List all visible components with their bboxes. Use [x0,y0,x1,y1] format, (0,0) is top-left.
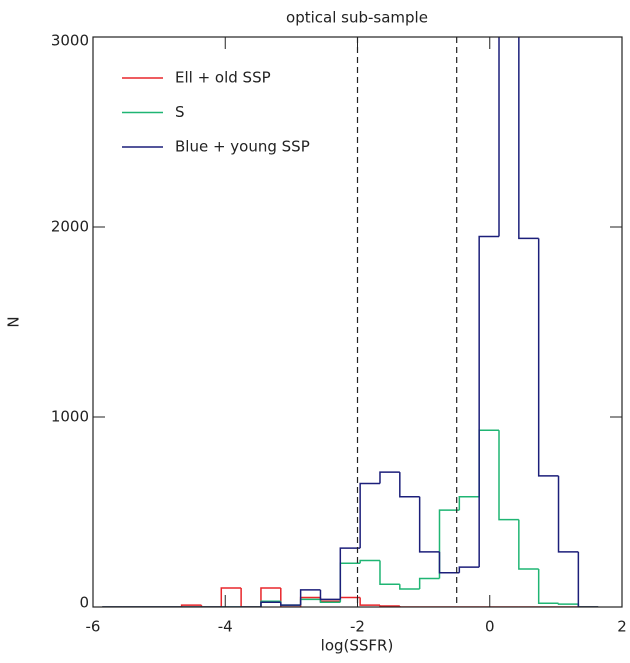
histogram-step [220,587,242,607]
x-tick-label: 0 [485,618,495,636]
y-tick-label: 2000 [51,218,89,236]
x-axis-label: log(SSFR) [321,637,394,655]
x-tick-label: -6 [86,618,101,636]
histogram-step [458,496,480,511]
y-axis-label: N [5,316,23,327]
histogram-step [379,560,400,585]
x-tick-label: -2 [350,618,365,636]
histogram-step [379,471,400,484]
histogram-step [200,605,222,607]
histogram-step [557,475,579,553]
y-tick-label: 1000 [51,408,89,426]
histogram-step [438,551,460,574]
histogram-step [359,597,380,606]
histogram-step [498,37,500,237]
histogram-step [399,606,420,607]
histogram-step [280,588,301,607]
histogram-step [418,577,440,589]
histogram-step [418,496,440,553]
histogram-step [299,598,321,606]
histogram-step [478,235,500,568]
histogram-step [260,601,281,607]
histogram-step [319,589,341,601]
histogram-step [280,602,301,606]
histogram-step [260,587,281,607]
histogram-step [399,584,420,590]
plot-area [102,37,599,607]
histogram-step [240,588,261,607]
histogram-step [379,605,400,607]
legend-label: S [175,103,185,121]
histogram-step [359,482,380,549]
histogram-step [339,547,361,600]
legend-label: Blue + young SSP [175,138,310,156]
histogram-step [359,559,380,564]
histogram-step [498,430,519,521]
y-tick-label: 3000 [51,32,89,50]
legend-label: Ell + old SSP [175,69,271,87]
y-tick-label: 0 [79,594,89,612]
histogram-step [537,238,559,477]
histogram-step [299,589,321,606]
histogram-step [399,472,420,498]
histogram-step [478,429,500,497]
histogram-step [537,569,559,604]
histogram-step [577,551,599,607]
histogram-step [518,37,539,240]
x-tick-label: 2 [617,618,627,636]
histogram-step [557,603,579,605]
histogram-step [458,566,480,573]
histogram-step [319,599,341,603]
chart-title: optical sub-sample [286,9,428,27]
x-tick-label: -4 [218,618,233,636]
histogram-step [518,519,539,570]
